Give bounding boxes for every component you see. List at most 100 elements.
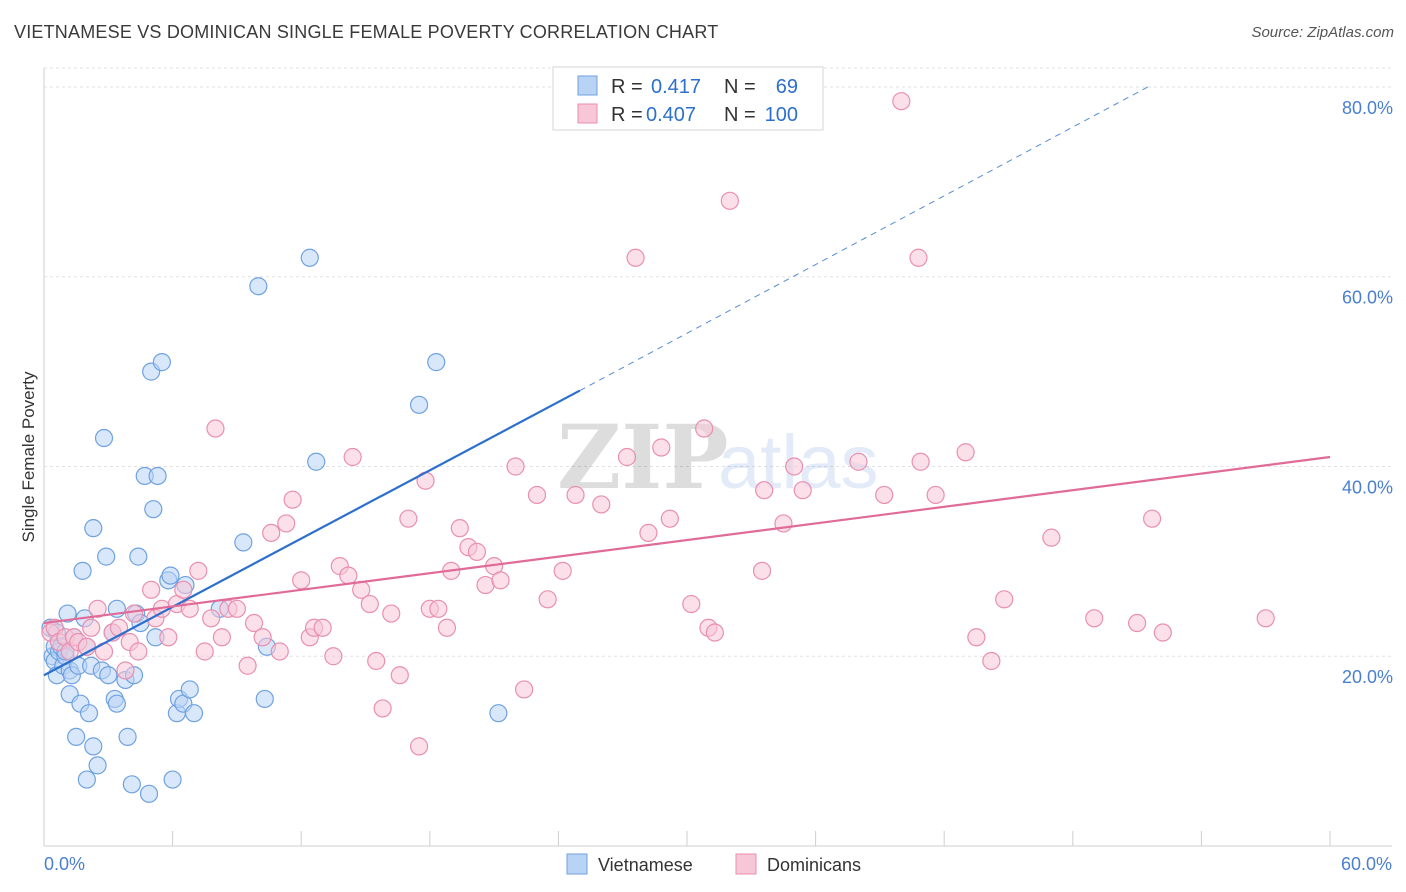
dominicans-point-51 [390,666,409,685]
dominicans-point-16 [129,642,148,661]
dominicans-point-34 [262,523,281,543]
vietnamese-point-56 [184,704,204,723]
dominicans-point-31 [238,656,257,675]
dominicans-point-9 [88,599,107,618]
dominicans-point-85 [785,457,804,476]
legend-r-label-1: R = [611,104,643,126]
stats-legend: R = 0.417 N = 69 R = 0.407 N = 100 [552,66,824,131]
bottom-legend-swatch-dominicans [735,853,757,875]
dominicans-point-64 [491,571,510,590]
dominicans-point-44 [339,566,358,585]
trend-lines [43,86,1331,677]
dominicans-point-22 [174,580,193,599]
dominicans-point-59 [450,519,469,538]
y-tick-label-40: 40.0% [1342,477,1393,497]
legend-r-value-0: 0.417 [651,76,701,98]
vietnamese-point-44 [144,500,163,519]
vietnamese-point-58 [234,533,253,552]
dominicans-point-81 [720,191,739,210]
legend-swatch-dominicans [577,103,598,124]
dominicans-point-32 [244,613,264,633]
dominicans-point-68 [538,590,557,609]
dominicans-point-90 [909,248,928,267]
vietnamese-point-28 [97,547,116,566]
bottom-legend-label-dominicans: Dominicans [767,855,861,875]
dominicans-point-35 [270,642,289,661]
dominicans-point-25 [195,642,214,661]
dominicans-point-50 [382,604,401,623]
dominicans-point-73 [626,248,645,267]
vietnamese-point-29 [99,666,118,685]
dominicans-point-65 [506,457,525,476]
vietnamese-point-15 [67,727,86,746]
vietnamese-point-27 [94,428,114,448]
chart-title: VIETNAMESE VS DOMINICAN SINGLE FEMALE PO… [14,22,719,42]
vietnamese-point-59 [249,277,268,296]
watermark: ZIP atlas [557,405,879,509]
dominicans-point-48 [367,651,386,671]
vietnamese-point-63 [307,452,326,471]
vietnamese-point-25 [88,756,107,775]
vietnamese-point-36 [122,775,141,794]
dominicans-point-13 [116,661,135,680]
y-axis-label: Single Female Poverty [19,371,38,543]
vietnamese-point-66 [489,704,508,723]
dominicans-point-57 [437,618,457,637]
dominicans-point-26 [202,609,221,628]
dominicans-point-45 [343,447,362,467]
dominicans-point-99 [1127,613,1147,633]
dominicans-point-91 [911,452,930,471]
dominicans-point-78 [695,419,714,438]
dominicans-point-41 [313,618,332,637]
legend-r-label-0: R = [611,76,643,98]
vietnamese-point-21 [79,704,99,723]
vietnamese-point-55 [180,680,199,699]
vietnamese-point-23 [84,519,103,538]
dominicans-point-82 [752,561,772,580]
dominicans-point-12 [109,618,129,637]
vietnamese-point-64 [409,395,429,414]
bottom-legend-swatch-vietnamese [566,853,588,875]
vietnamese-point-60 [255,689,274,709]
y-tick-label-20: 20.0% [1342,667,1393,687]
legend-n-label-0: N = [724,76,756,98]
y-tick-label-80: 80.0% [1342,98,1393,118]
vietnamese-point-65 [427,353,446,372]
dominicans-point-102 [1256,609,1275,628]
dominicans-point-87 [849,452,868,471]
dominicans-point-72 [617,447,637,467]
dominicans-point-89 [892,92,911,111]
dominicans-point-56 [429,599,448,618]
dominicans-points [41,92,1275,756]
dominicans-point-42 [324,647,343,666]
dominicans-point-92 [926,485,945,505]
dominicans-point-66 [515,680,534,699]
dominicans-point-101 [1153,623,1172,642]
dominicans-point-30 [227,599,246,618]
legend-n-value-1: 100 [765,104,798,126]
dominicans-point-69 [553,561,572,580]
dominicans-point-94 [967,628,986,647]
dominicans-point-74 [639,523,658,543]
x-ticks [172,831,1331,846]
dominicans-point-8 [82,618,101,637]
vietnamese-point-39 [129,547,148,566]
vietnamese-point-33 [107,694,126,713]
vietnamese-point-10 [58,604,77,623]
vietnamese-point-35 [118,727,137,746]
series-legend: Vietnamese Dominicans [566,853,861,875]
y-tick-label-60: 60.0% [1342,288,1393,308]
stats-legend-box [552,66,824,131]
dominicans-point-61 [467,542,487,561]
dominicans-point-95 [982,651,1001,671]
dominicans-point-76 [660,509,679,528]
dominicans-point-33 [253,628,272,647]
dominicans-point-71 [592,495,611,514]
dominicans-point-17 [142,580,161,599]
dominicans-point-15 [124,604,144,623]
dominicans-point-70 [566,485,585,505]
dominicans-point-37 [283,490,302,509]
dominicans-point-80 [705,623,724,642]
dominicans-point-100 [1143,509,1162,528]
